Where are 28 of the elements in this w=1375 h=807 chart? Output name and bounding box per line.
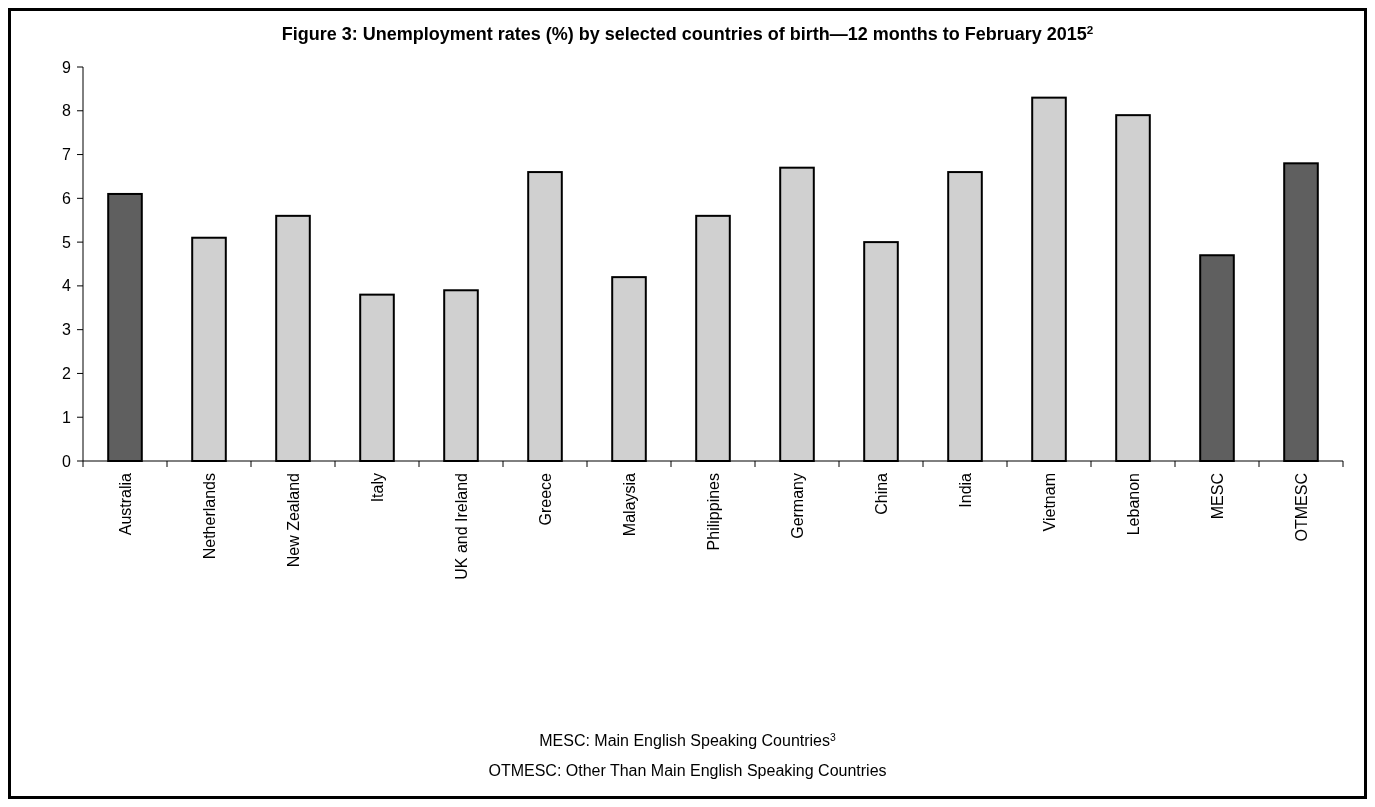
y-tick-label: 2	[62, 365, 72, 383]
y-tick-label: 0	[62, 452, 72, 470]
y-tick-label: 8	[62, 102, 72, 120]
x-tick-label: Germany	[788, 473, 806, 539]
text: MESC: Main English Speaking Countries$^{3}$	[539, 731, 837, 749]
text: OTMESC: Other Than Main English Speaking Countries	[488, 762, 887, 779]
y-tick-label: 9	[62, 58, 72, 76]
x-tick-label: New Zealand	[284, 473, 302, 568]
y-tick-label: 5	[62, 233, 72, 251]
x-tick-label: Malaysia	[620, 472, 638, 537]
y-tick-label: 1	[62, 408, 72, 426]
x-tick-label: Netherlands	[200, 473, 218, 560]
x-tick-label: Vietnam	[1040, 473, 1058, 532]
x-tick-label: UK and Ireland	[452, 473, 470, 580]
x-tick-label: India	[956, 472, 974, 508]
x-tick-label: China	[872, 472, 890, 515]
x-tick-label: Greece	[536, 472, 554, 526]
y-tick-label: 4	[62, 277, 72, 295]
x-tick-label: MESC	[1208, 473, 1226, 520]
x-tick-label: Lebanon	[1124, 473, 1142, 536]
y-tick-label: 6	[62, 189, 72, 207]
chart-title: Figure 3: Unemployment rates (%) by selected countries of birth—12 months to February 2015$^{2}$	[281, 22, 1094, 44]
y-tick-label: 3	[62, 321, 72, 339]
x-tick-label: Australia	[116, 472, 134, 536]
x-tick-label: Italy	[368, 473, 386, 503]
x-tick-label: OTMESC	[1292, 473, 1310, 542]
y-tick-label: 7	[62, 146, 72, 164]
x-tick-label: Philippines	[704, 473, 722, 551]
